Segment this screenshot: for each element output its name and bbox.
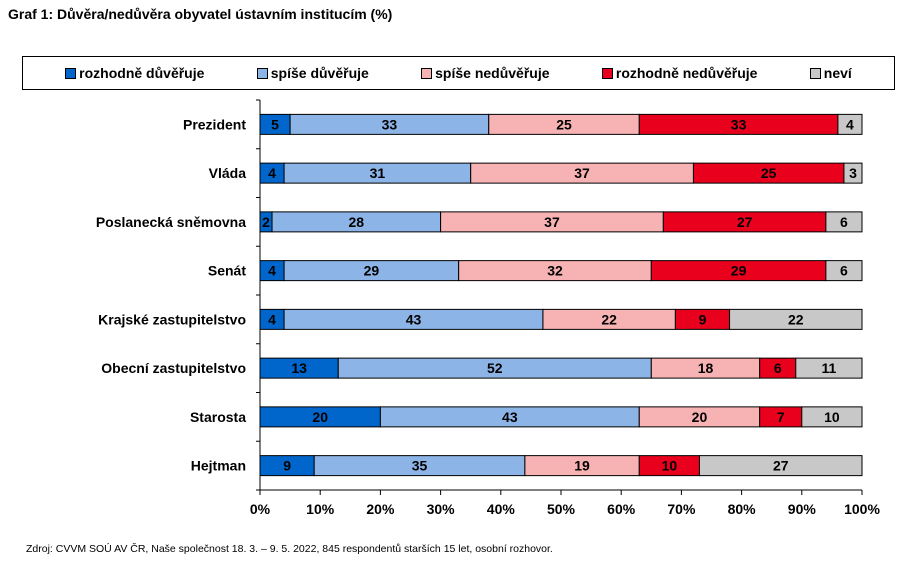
data-label: 25 [761, 165, 777, 181]
legend-swatch [421, 67, 433, 79]
data-label: 2 [262, 214, 270, 230]
data-label: 19 [574, 458, 590, 474]
data-label: 9 [699, 311, 707, 327]
x-tick-label: 30% [427, 501, 456, 517]
data-label: 37 [574, 165, 590, 181]
category-label: Vláda [209, 165, 247, 181]
data-label: 22 [788, 311, 804, 327]
category-label: Krajské zastupitelstvo [98, 311, 246, 327]
data-label: 52 [487, 360, 503, 376]
data-label: 35 [412, 458, 428, 474]
legend-item-3: rozhodně nedůvěřuje [601, 65, 758, 81]
x-tick-label: 100% [844, 501, 880, 517]
x-tick-label: 40% [487, 501, 516, 517]
bar-segment [837, 113, 863, 135]
data-label: 28 [349, 214, 365, 230]
data-label: 22 [601, 311, 617, 327]
legend-item-0: rozhodně důvěřuje [65, 65, 204, 81]
category-label: Poslanecká sněmovna [96, 214, 246, 230]
legend-swatch [65, 67, 77, 79]
data-label: 27 [773, 458, 789, 474]
x-tick-label: 50% [547, 501, 576, 517]
bar-segment [825, 211, 863, 233]
data-label: 7 [777, 409, 785, 425]
data-label: 43 [406, 311, 422, 327]
legend-label: spíše nedůvěřuje [435, 65, 550, 81]
data-label: 31 [370, 165, 386, 181]
data-label: 20 [692, 409, 708, 425]
legend-swatch [256, 67, 268, 79]
data-label: 25 [556, 116, 572, 132]
category-label: Senát [208, 263, 246, 279]
legend-item-4: neví [809, 65, 852, 81]
chart-title: Graf 1: Důvěra/nedůvěra obyvatel ústavní… [8, 6, 393, 22]
data-label: 4 [268, 263, 276, 279]
data-label: 6 [840, 263, 848, 279]
x-tick-label: 10% [306, 501, 335, 517]
data-label: 10 [662, 458, 678, 474]
bar-segment [729, 308, 863, 330]
x-tick-label: 60% [607, 501, 636, 517]
data-label: 10 [824, 409, 840, 425]
data-label: 11 [821, 360, 836, 376]
bar-segment [801, 406, 863, 428]
bar-segment [825, 260, 863, 282]
category-label: Hejtman [191, 458, 246, 474]
data-label: 4 [846, 116, 854, 132]
data-label: 4 [268, 311, 276, 327]
legend-item-1: spíše důvěřuje [256, 65, 369, 81]
data-label: 33 [382, 116, 398, 132]
data-label: 6 [774, 360, 782, 376]
data-label: 13 [291, 360, 307, 376]
legend-item-2: spíše nedůvěřuje [421, 65, 550, 81]
bar-segment [698, 455, 863, 477]
data-label: 33 [731, 116, 747, 132]
category-label: Prezident [183, 116, 246, 132]
data-label: 43 [502, 409, 518, 425]
source-note: Zdroj: CVVM SOÚ AV ČR, Naše společnost 1… [26, 543, 553, 555]
category-label: Obecní zastupitelstvo [101, 360, 246, 376]
x-tick-label: 20% [366, 501, 395, 517]
data-label: 3 [849, 165, 857, 181]
legend-label: rozhodně nedůvěřuje [615, 65, 758, 81]
x-tick-label: 0% [250, 501, 271, 517]
bar-segment [843, 162, 863, 184]
data-label: 9 [283, 458, 291, 474]
bar-segment [795, 357, 863, 379]
data-label: 18 [698, 360, 714, 376]
legend-label: rozhodně důvěřuje [79, 65, 205, 81]
data-label: 37 [544, 214, 560, 230]
legend-swatch [601, 67, 613, 79]
x-tick-label: 70% [667, 501, 696, 517]
data-label: 27 [737, 214, 753, 230]
x-tick-label: 80% [728, 501, 757, 517]
data-label: 5 [271, 116, 279, 132]
legend-label: spíše důvěřuje [270, 65, 369, 81]
category-label: Starosta [190, 409, 246, 425]
legend: rozhodně důvěřuje spíše důvěřuje spíše ned… [22, 56, 895, 90]
legend-swatch [809, 67, 821, 79]
data-label: 4 [268, 165, 276, 181]
data-label: 20 [312, 409, 328, 425]
data-label: 29 [364, 263, 380, 279]
bar-chart: 0% 10% 20% 30% 40% 50% 60% 70% 80% 90% 100% Prezide… [96, 99, 880, 517]
x-tick-label: 90% [788, 501, 817, 517]
legend-label: neví [823, 65, 852, 81]
data-label: 32 [547, 263, 563, 279]
data-label: 6 [840, 214, 848, 230]
data-label: 29 [731, 263, 747, 279]
